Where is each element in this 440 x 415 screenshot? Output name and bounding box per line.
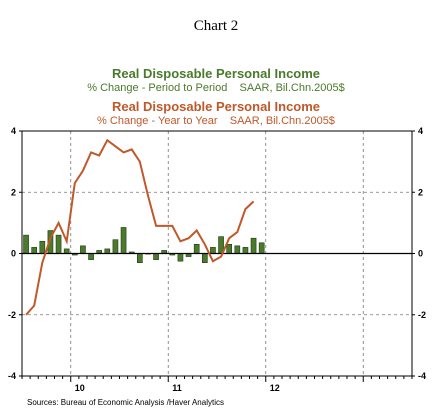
bar (120, 227, 127, 254)
y-tick-label-right: 2 (418, 187, 423, 197)
bar (193, 244, 200, 254)
bar (258, 242, 265, 254)
bar (153, 253, 159, 260)
x-tick-label: 12 (270, 383, 280, 393)
bar (80, 245, 86, 254)
bar (39, 240, 46, 254)
y-tick-label-right: -4 (418, 371, 426, 381)
x-tick-label: 11 (172, 383, 182, 393)
series-1-title: Real Disposable Personal Income (112, 66, 320, 81)
y-tick-label-right: 4 (418, 126, 423, 136)
bar (63, 248, 70, 254)
bar (136, 253, 143, 263)
y-tick-label-right: -2 (418, 310, 426, 320)
plot-frame (21, 130, 413, 377)
line-series (25, 138, 255, 316)
bar (201, 253, 208, 263)
source-note: Sources: Bureau of Economic Analysis /Ha… (27, 398, 224, 407)
bar (88, 253, 94, 260)
bar (250, 237, 257, 254)
y-axis-ticks: -4 -4 -2 -2 0 0 2 2 4 4 (8, 126, 426, 381)
x-axis-ticks: 10 11 12 (21, 376, 413, 393)
y-tick-label-left: -4 (8, 371, 16, 381)
series-2-title: Real Disposable Personal Income (112, 99, 320, 114)
y-tick-label-left: 4 (11, 126, 16, 136)
bar (242, 247, 249, 254)
y-tick-label-right: 0 (418, 249, 423, 259)
bar (234, 245, 241, 254)
bar (112, 239, 119, 254)
x-tick-label: 10 (75, 383, 85, 393)
chart-caption: Chart 2 (194, 18, 239, 34)
y-tick-label-left: 0 (11, 249, 16, 259)
bar (210, 247, 216, 254)
bar (226, 244, 233, 254)
y-tick-label-left: 2 (11, 187, 16, 197)
bar (31, 247, 38, 254)
y-tick-label-left: -2 (8, 310, 16, 320)
series-1-subtitle: % Change - Period to Period SAAR, Bil.Ch… (87, 82, 344, 94)
bar-series (23, 227, 265, 263)
bar (177, 253, 184, 262)
bar (55, 234, 62, 254)
bar (104, 248, 111, 254)
bar (23, 234, 29, 254)
series-2-subtitle: % Change - Year to Year SAAR, Bil.Chn.20… (97, 115, 335, 127)
